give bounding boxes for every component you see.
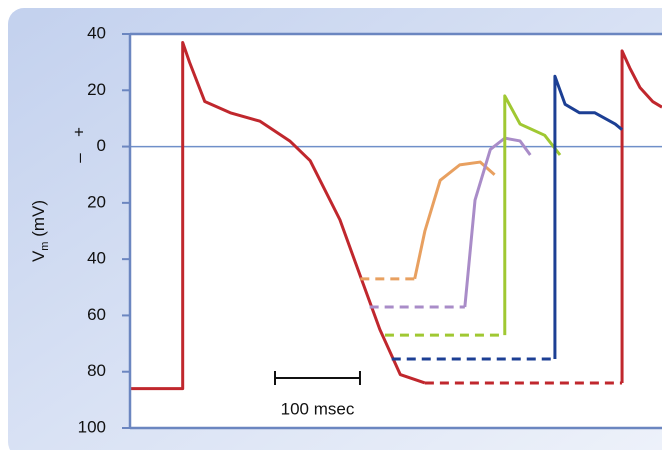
y-tick-label: 40	[87, 249, 106, 268]
y-label-unit: (mV)	[29, 200, 48, 237]
y-tick-label: 20	[87, 192, 106, 211]
trace	[620, 49, 662, 383]
trace	[553, 74, 624, 360]
y-tick-label: 80	[87, 361, 106, 380]
axes: 100 80 60 40 20 0 20 40 100 msec	[78, 23, 662, 436]
plot-content	[130, 40, 662, 391]
minus-sign: –	[69, 153, 88, 163]
y-label-main: V	[29, 250, 48, 262]
scale-bar-label: 100 msec	[281, 399, 355, 418]
plot-area	[130, 34, 662, 428]
trace	[503, 94, 562, 336]
y-axis-label: Vm (mV)	[29, 200, 50, 262]
trace	[413, 160, 496, 280]
y-tick-label: 60	[87, 305, 106, 324]
plus-sign: +	[69, 127, 88, 137]
trace	[463, 136, 532, 308]
y-tick-label: 0	[97, 136, 106, 155]
y-tick-label: 40	[87, 23, 106, 42]
trace	[130, 40, 426, 391]
y-tick-label: 20	[87, 80, 106, 99]
y-label-sub: m	[39, 242, 51, 251]
y-tick-label: 100	[78, 417, 106, 436]
